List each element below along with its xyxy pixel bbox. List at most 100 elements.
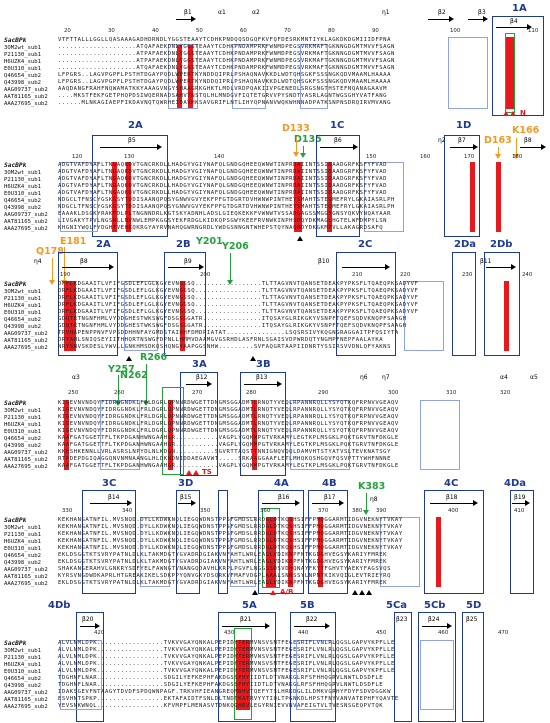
position-number: 420 <box>94 630 105 636</box>
seq-row: EKLDSGGTKTSVRYPATNLDLKLTAKMDGTYGVADRDGIA… <box>58 552 388 558</box>
position-number: 360 <box>260 508 271 514</box>
ss-label: β15 <box>180 494 192 501</box>
region-box-1A <box>492 16 544 116</box>
conserved-column <box>177 44 182 109</box>
site-label-D135: D135 <box>294 134 322 145</box>
seq-row: KYRSVNGDWDKAPRLHTGREAKIKELSDKPPYQNVGKYDS… <box>58 573 392 579</box>
conserved-column <box>288 517 293 587</box>
seq-label: P21130_sub1 <box>4 296 42 302</box>
seq-row: NDGCLTFNSCYGSKGSYTDDISAANQPQSYGNWVGVYEKF… <box>58 197 395 203</box>
beta-strand-arrow <box>422 622 452 631</box>
seq-row: KAAFGATGGETTFLTKPDGANHWNGAAHGR..........… <box>58 435 399 441</box>
ss-label: β21 <box>240 616 252 623</box>
seq-label: AAA27695_sub2 <box>4 464 48 470</box>
similar-column <box>60 162 98 232</box>
seq-row: KKESHKENNLLVRLASRSLNPYDLNLKDGN..........… <box>58 449 392 455</box>
seq-label: AAG09737_sub2 <box>4 690 48 696</box>
seq-label: AAA27695_sub2 <box>4 101 48 107</box>
region-box-4B <box>308 490 348 594</box>
region-box-3D-b <box>218 490 228 594</box>
region-label-4C: 4C <box>444 478 459 489</box>
beta-strand-arrow <box>178 499 196 508</box>
similar-column <box>448 37 488 109</box>
ss-label: β8 <box>524 137 532 144</box>
ts-marker <box>186 470 192 475</box>
position-number: 250 <box>68 390 79 396</box>
beta-strand-arrow <box>262 499 300 508</box>
seq-row: TDGHNFLNAR.................SDGILYEFKEPHF… <box>58 682 384 688</box>
beta-strand-arrow <box>486 263 516 272</box>
seq-row: ALVLNMLDPK.................TVKVVGAYQNKAL… <box>58 668 395 674</box>
site-pointer <box>113 375 123 406</box>
conservation-marker <box>297 236 303 241</box>
seq-label: Q46654_sub2 <box>4 553 42 559</box>
seq-row: RTPDEPDGIQAGGQNVNMNAANGLHLDKNDNIDDAEGAVW… <box>58 456 392 462</box>
position-number: 220 <box>400 272 411 278</box>
seq-label: H6UZK4_sub1 <box>4 184 42 190</box>
similar-column <box>230 517 256 587</box>
seq-row: TRVHAPENPPNVFVPSDDHHNFAYGMDSTAIRHFDMDPIA… <box>58 330 399 336</box>
seq-label: AAG09737_sub2 <box>4 450 48 456</box>
seq-row: ....MKSTFEKFGETPHQPDSIWQERNADSAHVTNSTQLH… <box>58 93 388 99</box>
region-label-2B: 2B <box>176 239 191 250</box>
ss-label: α2 <box>252 9 260 16</box>
conserved-column <box>327 162 332 232</box>
site-pointer <box>141 364 151 406</box>
region-label-4A: 4A <box>274 478 289 489</box>
site-label-Q178: Q178 <box>36 246 64 257</box>
seq-label: AAA27695_sub2 <box>4 581 48 587</box>
seq-label: E0U310_sub1 <box>4 66 42 72</box>
beta-strand-arrow <box>244 380 282 389</box>
seq-row: KIGEVNVNDQYFIDRGGNDKLFRLDGRLQPNNRDWGETTD… <box>58 428 399 434</box>
seq-row: NDGCLTFNSCYGSKGSYTDDISAANQPQSYGNWVGVYEKF… <box>58 204 395 210</box>
region-box-2A-b <box>58 252 118 356</box>
ss-label: η7 <box>382 374 390 381</box>
beta-strand-arrow <box>320 143 358 152</box>
seq-label: Q46654_sub2 <box>4 436 42 442</box>
position-number: 380 <box>352 508 363 514</box>
seq-row: ....................ATQAFAEKDNLYGGSTEAAY… <box>58 65 395 71</box>
conservation-marker <box>352 590 358 595</box>
site-pointer <box>291 137 301 157</box>
region-box-5D <box>462 612 484 722</box>
seq-row: IDAKSGEVFNTAAGYTDVDFSPDQWNPAGF.TRKVHFIEA… <box>58 689 392 695</box>
region-box-2B <box>164 252 206 356</box>
seq-row: TDGHNFLNAR.................SDGILYEFKEPHF… <box>58 675 384 681</box>
region-box-4Db <box>76 612 104 722</box>
similar-column <box>140 517 170 587</box>
seq-row: ....................ATPAFAEKDNLYGGSTEAAY… <box>58 51 395 57</box>
seq-label: E0U310_sub1 <box>4 191 42 197</box>
site-label-Y257: Y257 <box>108 364 135 375</box>
position-number: 210 <box>352 272 363 278</box>
similar-column <box>60 640 102 710</box>
seq-label: P21130_sub1 <box>4 532 42 538</box>
seq-row: KHGNIYWQLFYDGHTVEHKQKRGYAYRVNAHQGWRNGRDL… <box>58 225 384 231</box>
region-label-1D: 1D <box>456 120 472 131</box>
conserved-column <box>506 37 514 109</box>
site-pointer <box>361 493 371 515</box>
seq-label: 3OM2wt_sub1 <box>4 170 42 176</box>
ss-label: η8 <box>370 496 378 503</box>
seq-label: P21130_sub1 <box>4 415 42 421</box>
ss-label: η6 <box>360 374 368 381</box>
conserved-column <box>252 400 257 470</box>
ss-label: β14 <box>108 494 120 501</box>
similar-column <box>124 281 158 351</box>
similar-column <box>420 640 454 710</box>
seq-row: LFPGRS..LAGVPGPFLPSTHTDGAYPQDLWPERTKYNDD… <box>58 72 392 78</box>
site-label-R266: R266 <box>140 352 168 363</box>
ss-label: β9 <box>184 258 192 265</box>
seq-label: SacBPk <box>4 640 27 647</box>
region-box-3C <box>82 490 136 594</box>
similar-column <box>364 162 404 232</box>
region-label-2A: 2A <box>128 120 143 131</box>
region-label-3C: 3C <box>102 478 117 489</box>
seq-label: Q43998_sub2 <box>4 80 42 86</box>
region-label-2A-b: 2A <box>96 239 111 250</box>
site-pointer <box>511 138 521 159</box>
position-number: 120 <box>72 154 83 160</box>
seq-row: ....................ATPAFAEKDNLYGGSTEAAY… <box>58 58 395 64</box>
seq-label: AAG09737_sub2 <box>4 331 48 337</box>
seq-label: AAT81165_sub2 <box>4 219 48 225</box>
seq-label: 3OM2wt_sub1 <box>4 45 42 51</box>
